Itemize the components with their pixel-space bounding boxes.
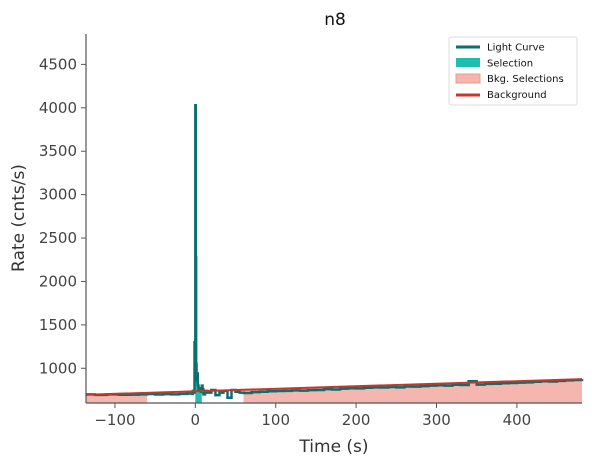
background-layer [85, 378, 583, 396]
y-tick-label: 4500 [39, 55, 77, 73]
x-tick-label: −100 [94, 411, 135, 429]
light-curve-line [86, 103, 584, 400]
y-tick-label: 1000 [39, 359, 77, 377]
y-tick-label: 3000 [39, 186, 77, 204]
y-tick-label: 2000 [39, 272, 77, 290]
legend: Light Curve Selection Bkg. Selections Ba… [448, 36, 578, 106]
x-axis-title: Time (s) [298, 437, 368, 457]
chart-title: n8 [324, 10, 346, 30]
y-tick-label: 2500 [39, 229, 77, 247]
legend-label-light-curve: Light Curve [487, 43, 545, 54]
x-tick-label: 400 [503, 411, 532, 429]
x-tick-label: 0 [191, 411, 201, 429]
x-tick-label: 200 [342, 411, 371, 429]
legend-label-selection: Selection [487, 59, 533, 70]
y-tick-label: 3500 [39, 142, 77, 160]
background-line [85, 378, 583, 396]
legend-swatch-selection [456, 58, 480, 67]
legend-label-background: Background [487, 90, 547, 101]
legend-label-bkg-selections: Bkg. Selections [487, 74, 564, 85]
legend-swatch-bkg-selections [455, 73, 481, 84]
y-tick-label: 4000 [39, 99, 77, 117]
x-tick-label: 300 [422, 411, 451, 429]
axes: −100 0 100 200 300 400 1000 1500 2000 2500 3000 350… [39, 34, 582, 429]
legend-frame [448, 36, 578, 106]
y-tick-label: 1500 [39, 316, 77, 334]
y-axis-title: Rate (cnts/s) [9, 164, 29, 272]
x-tick-label: 100 [261, 411, 290, 429]
light-curve-layer [86, 103, 584, 400]
bkg-selection-region-1 [243, 379, 583, 403]
